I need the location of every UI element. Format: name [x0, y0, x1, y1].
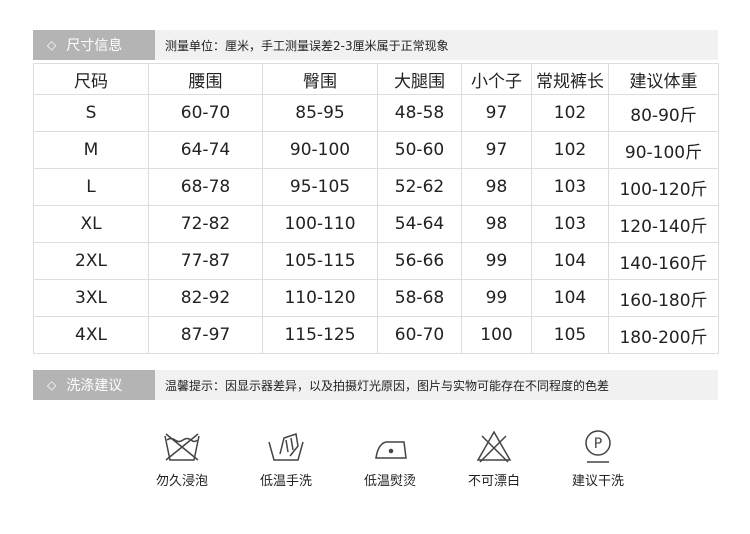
no-bleach-icon: [476, 430, 512, 463]
care-item: 不可漂白: [449, 428, 539, 489]
table-cell: 99: [461, 242, 532, 280]
care-item: 勿久浸泡: [137, 428, 227, 489]
size-table: 尺码 腰围 臀围 大腿围 小个子 常规裤长 建议体重 S 60-70 85-95 48-58 97 10…: [33, 63, 719, 354]
diamond-icon: ◇: [47, 38, 57, 52]
svg-text:P: P: [594, 436, 602, 452]
table-cell: 98: [461, 205, 532, 243]
table-cell: 72-82: [148, 205, 263, 243]
table-cell: 52-62: [377, 168, 462, 206]
table-row: 2XL 77-87 105-115 56-66 99 104 140-160斤: [33, 242, 719, 280]
table-cell: 120-140斤: [608, 205, 719, 243]
table-cell: 104: [531, 242, 609, 280]
table-cell: 60-70: [377, 316, 462, 354]
table-row: 4XL 87-97 115-125 60-70 100 105 180-200斤: [33, 316, 719, 354]
dry-clean-icon: P: [585, 430, 611, 463]
table-cell: 102: [531, 131, 609, 169]
table-cell: 97: [461, 94, 532, 132]
column-header: 大腿围: [377, 63, 462, 95]
color-note: 温馨提示：因显示器差异，以及拍摄灯光原因，图片与实物可能存在不同程度的色差: [165, 378, 610, 393]
header-row: 尺码 腰围 臀围 大腿围 小个子 常规裤长 建议体重: [33, 63, 719, 95]
table-cell: 60-70: [148, 94, 263, 132]
table-cell: 99: [461, 279, 532, 317]
table-cell: 87-97: [148, 316, 263, 354]
table-cell: 105: [531, 316, 609, 354]
column-header: 尺码: [33, 63, 149, 95]
table-row: M 64-74 90-100 50-60 97 102 90-100斤: [33, 131, 719, 169]
table-cell: 102: [531, 94, 609, 132]
table-cell: 77-87: [148, 242, 263, 280]
care-info-bar: ◇ 洗涤建议 温馨提示：因显示器差异，以及拍摄灯光原因，图片与实物可能存在不同程度…: [33, 370, 718, 400]
no-soak-icon: [164, 433, 200, 461]
table-cell: 103: [531, 205, 609, 243]
low-iron-icon: [375, 441, 407, 459]
care-item: 低温熨烫: [345, 428, 435, 489]
table-cell: 115-125: [262, 316, 378, 354]
table-cell: 97: [461, 131, 532, 169]
table-cell: 56-66: [377, 242, 462, 280]
table-cell: 140-160斤: [608, 242, 719, 280]
table-cell: 54-64: [377, 205, 462, 243]
table-cell: 82-92: [148, 279, 263, 317]
table-row: XL 72-82 100-110 54-64 98 103 120-140斤: [33, 205, 719, 243]
table-cell: 90-100: [262, 131, 378, 169]
care-item: P 建议干洗: [553, 428, 643, 489]
column-header: 腰围: [148, 63, 263, 95]
table-cell: 105-115: [262, 242, 378, 280]
table-cell: 160-180斤: [608, 279, 719, 317]
table-cell: 95-105: [262, 168, 378, 206]
size-info-label: ◇ 尺寸信息: [33, 30, 155, 60]
table-cell: 110-120: [262, 279, 378, 317]
table-cell: 85-95: [262, 94, 378, 132]
measurement-note: 测量单位：厘米，手工测量误差2-3厘米属于正常现象: [165, 38, 449, 53]
column-header: 臀围: [262, 63, 378, 95]
column-header: 建议体重: [608, 63, 719, 95]
table-cell: 103: [531, 168, 609, 206]
table-cell: 58-68: [377, 279, 462, 317]
table-cell: 3XL: [33, 279, 149, 317]
table-cell: 104: [531, 279, 609, 317]
column-header: 小个子: [461, 63, 532, 95]
table-cell: L: [33, 168, 149, 206]
table-cell: 64-74: [148, 131, 263, 169]
table-cell: 50-60: [377, 131, 462, 169]
table-cell: 90-100斤: [608, 131, 719, 169]
table-cell: S: [33, 94, 149, 132]
table-cell: 98: [461, 168, 532, 206]
care-icons: 勿久浸泡 低温手洗 低温熨烫 不可漂白 P 建议干洗: [130, 428, 650, 489]
care-item: 低温手洗: [241, 428, 331, 489]
hand-wash-icon: [268, 433, 304, 461]
table-row: S 60-70 85-95 48-58 97 102 80-90斤: [33, 94, 719, 132]
table-cell: 80-90斤: [608, 94, 719, 132]
table-cell: 48-58: [377, 94, 462, 132]
table-cell: 100: [461, 316, 532, 354]
table-row: L 68-78 95-105 52-62 98 103 100-120斤: [33, 168, 719, 206]
column-header: 常规裤长: [531, 63, 609, 95]
care-info-label: ◇ 洗涤建议: [33, 370, 155, 400]
table-cell: 68-78: [148, 168, 263, 206]
diamond-icon: ◇: [47, 378, 57, 392]
table-cell: 100-120斤: [608, 168, 719, 206]
table-cell: 180-200斤: [608, 316, 719, 354]
table-row: 3XL 82-92 110-120 58-68 99 104 160-180斤: [33, 279, 719, 317]
table-cell: XL: [33, 205, 149, 243]
table-cell: 4XL: [33, 316, 149, 354]
table-cell: 100-110: [262, 205, 378, 243]
table-cell: 2XL: [33, 242, 149, 280]
size-info-bar: ◇ 尺寸信息 测量单位：厘米，手工测量误差2-3厘米属于正常现象: [33, 30, 718, 60]
table-cell: M: [33, 131, 149, 169]
